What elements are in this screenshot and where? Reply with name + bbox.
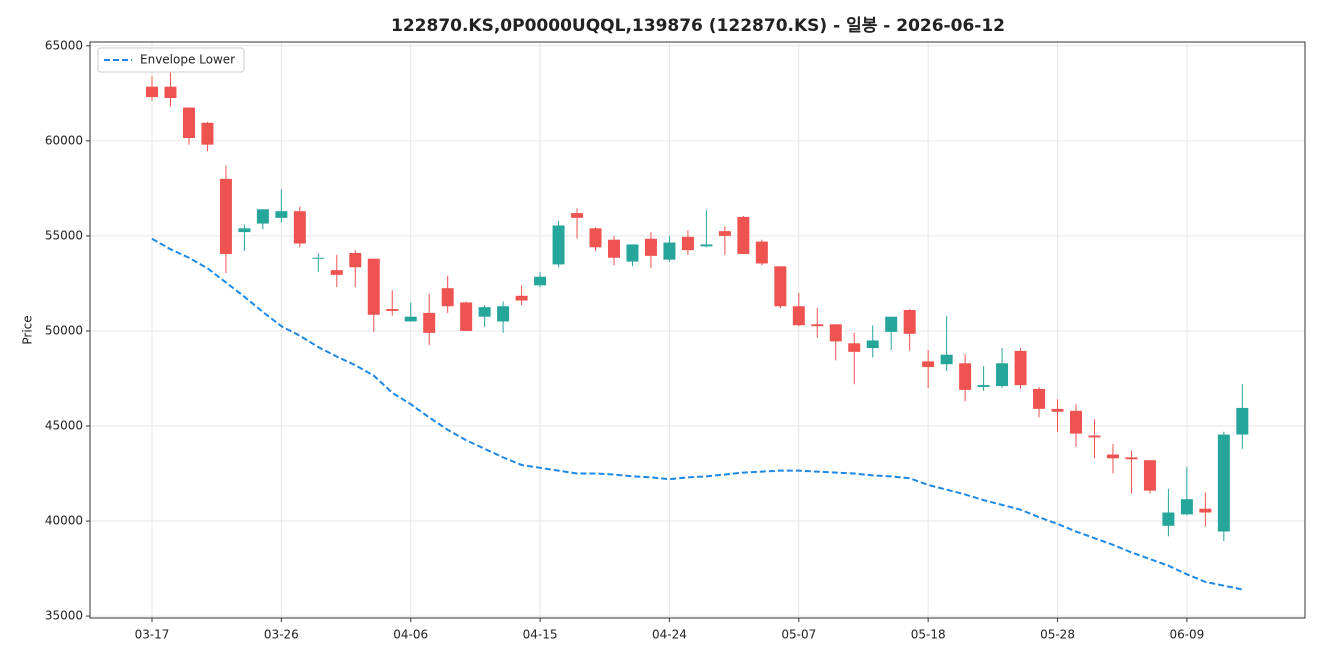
candle-body <box>922 361 935 368</box>
candle-body <box>571 213 584 218</box>
candle-body <box>478 307 491 317</box>
candle-body <box>1106 454 1119 459</box>
x-tick-label: 04-15 <box>523 628 558 642</box>
candle-body <box>1070 410 1082 434</box>
candle-body <box>903 310 916 334</box>
plot-frame <box>89 41 1306 619</box>
candle-body <box>792 306 805 326</box>
y-tick-label: 55000 <box>45 228 83 242</box>
candle-body <box>219 178 232 254</box>
candle-body <box>441 288 454 307</box>
candle-body <box>1217 434 1230 532</box>
candle-body <box>977 385 990 388</box>
x-tick-label: 03-26 <box>264 628 299 642</box>
candle-body <box>460 302 473 331</box>
x-tick-label: 06-09 <box>1169 628 1204 642</box>
candle-body <box>1033 388 1046 409</box>
candle-body <box>1051 408 1064 412</box>
candle-body <box>1236 407 1249 435</box>
y-tick-label: 50000 <box>45 323 83 337</box>
candle-body <box>256 209 269 224</box>
y-tick-label: 40000 <box>45 514 83 528</box>
candle-body <box>811 324 824 327</box>
candle-body <box>1014 350 1027 386</box>
candle-body <box>1143 460 1156 491</box>
candle-body <box>386 309 399 311</box>
candle-body <box>293 211 306 244</box>
candle-body <box>146 86 158 98</box>
candle-body <box>349 253 362 268</box>
candle-body <box>201 122 214 145</box>
candle-body <box>626 244 639 262</box>
candle-body <box>1125 457 1138 460</box>
candle-body <box>497 306 510 322</box>
candle-body <box>996 363 1009 387</box>
candle-body <box>608 239 620 258</box>
legend-label: Envelope Lower <box>140 53 235 67</box>
candle-body <box>164 86 177 99</box>
candle-body <box>182 107 195 138</box>
candle-body <box>1199 508 1212 513</box>
candle-body <box>1088 435 1101 438</box>
y-tick-label: 45000 <box>45 419 83 433</box>
candle-body <box>681 236 694 251</box>
candle-body <box>959 363 972 390</box>
candle-body <box>663 242 676 260</box>
x-tick-label: 04-06 <box>393 628 428 642</box>
candle-body <box>330 270 343 275</box>
candle-body <box>404 316 417 322</box>
candle-body <box>755 241 768 264</box>
candle-body <box>552 225 565 265</box>
candle-body <box>940 354 953 365</box>
candle-body <box>589 228 602 248</box>
candle-body <box>866 340 879 349</box>
legend-box <box>97 47 245 73</box>
x-tick-label: 03-17 <box>135 628 170 642</box>
candle-body <box>718 231 731 236</box>
x-tick-label: 05-28 <box>1040 628 1075 642</box>
x-tick-label: 04-24 <box>652 628 687 642</box>
y-tick-label: 65000 <box>45 38 83 52</box>
candle-body <box>275 211 288 218</box>
candle-body <box>515 295 528 301</box>
candle-body <box>885 316 898 332</box>
chart-title: 122870.KS,0P0000UQQL,139876 (122870.KS) … <box>391 16 1005 36</box>
candle-body <box>829 324 842 342</box>
y-tick-label: 35000 <box>45 609 83 623</box>
x-tick-label: 05-07 <box>781 628 816 642</box>
candle-body <box>312 257 325 259</box>
candle-body <box>1162 512 1175 526</box>
y-axis-label: Price <box>21 315 35 344</box>
candle-body <box>700 244 713 247</box>
line-series <box>151 237 1243 591</box>
candle-body <box>423 312 436 333</box>
candle-body <box>1180 499 1193 515</box>
candle-body <box>534 276 547 286</box>
y-tick-label: 60000 <box>45 133 83 147</box>
candle-body <box>848 343 861 352</box>
x-tick-label: 05-18 <box>911 628 946 642</box>
legend: Envelope Lower <box>97 47 245 73</box>
candle-body <box>774 266 787 307</box>
candle-body <box>238 228 251 233</box>
candle-body <box>737 216 750 254</box>
candle-body <box>367 258 380 315</box>
candle-body <box>644 238 657 256</box>
